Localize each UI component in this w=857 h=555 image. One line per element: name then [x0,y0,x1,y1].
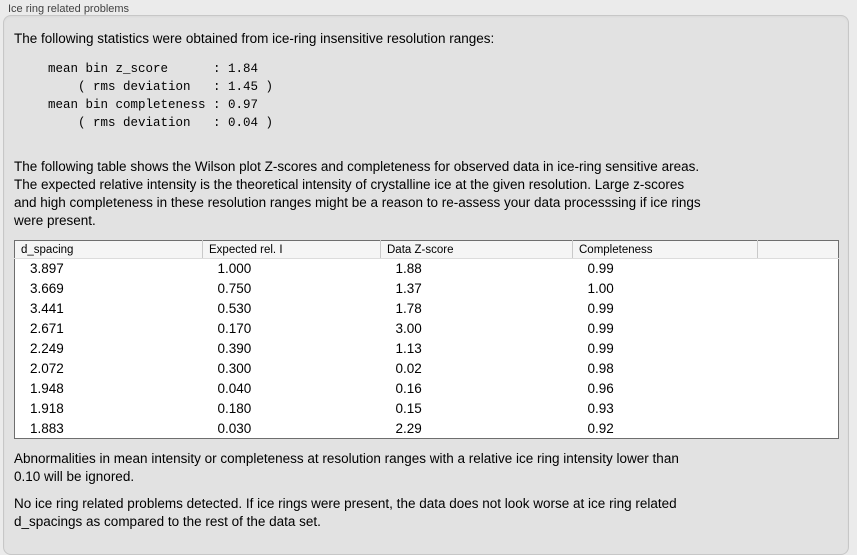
table-row[interactable]: 1.883 0.030 2.29 0.92 [15,419,839,439]
table-cell: 0.530 [217,301,252,316]
table-cell-empty [758,279,839,299]
table-cell-empty [758,359,839,379]
table-cell: 0.96 [587,381,614,396]
table-cell: 2.671 [30,321,64,336]
table-cell: 1.78 [395,301,422,316]
table-cell: 1.883 [30,420,64,436]
ice-ring-table: d_spacing Expected rel. I Data Z-score Comp… [14,240,839,439]
table-row[interactable]: 1.948 0.040 0.16 0.96 [15,379,839,399]
table-cell: 1.918 [30,401,64,416]
table-cell: 0.98 [587,361,614,376]
ice-ring-panel: The following statistics were obtained f… [3,15,849,555]
column-header-expected-rel-i[interactable]: Expected rel. I [202,240,381,259]
statistics-block: mean bin z_score : 1.84 ( rms deviation … [48,62,274,130]
table-cell: 3.441 [30,301,64,316]
table-cell: 0.300 [217,361,252,376]
table-cell: 0.030 [217,420,252,436]
table-cell: 0.15 [395,401,422,416]
table-cell: 2.249 [30,341,64,356]
table-cell-empty [758,319,839,339]
table-cell: 0.92 [587,420,614,436]
conclusion-text: No ice ring related problems detected. I… [14,496,677,529]
table-cell: 1.13 [395,341,422,356]
table-cell: 0.16 [395,381,422,396]
ice-table-header-row: d_spacing Expected rel. I Data Z-score Comp… [14,240,839,259]
column-header-d-spacing[interactable]: d_spacing [14,240,203,259]
table-cell-empty [758,339,839,359]
table-cell: 0.750 [217,281,252,296]
table-row[interactable]: 3.441 0.530 1.78 0.99 [15,299,839,319]
table-cell: 0.99 [587,321,614,336]
table-cell: 0.02 [395,361,422,376]
table-cell: 2.072 [30,361,64,376]
table-row[interactable]: 2.671 0.170 3.00 0.99 [15,319,839,339]
table-cell: 0.99 [587,261,614,277]
table-cell: 0.390 [217,341,252,356]
table-row[interactable]: 3.669 0.750 1.37 1.00 [15,279,839,299]
column-header-data-z-score[interactable]: Data Z-score [380,240,573,259]
table-cell: 2.29 [395,420,422,436]
table-cell: 1.000 [217,261,252,277]
table-cell: 3.00 [395,321,422,336]
table-cell: 0.99 [587,301,614,316]
table-cell: 1.948 [30,381,64,396]
table-cell: 3.669 [30,281,64,296]
table-cell: 3.897 [30,261,64,277]
table-cell: 1.00 [587,281,614,296]
table-cell: 0.180 [217,401,252,416]
table-cell: 1.88 [395,261,422,277]
column-header-completeness[interactable]: Completeness [572,240,758,259]
table-cell-empty [758,299,839,319]
table-cell: 1.37 [395,281,422,296]
table-cell: 0.040 [217,381,252,396]
table-row[interactable]: 2.249 0.390 1.13 0.99 [15,339,839,359]
column-header-empty[interactable] [757,240,839,259]
table-description-text: The following table shows the Wilson plo… [14,159,701,228]
ignore-note-text: Abnormalities in mean intensity or compl… [14,451,679,484]
table-row[interactable]: 1.918 0.180 0.15 0.93 [15,399,839,419]
ice-table-body: 3.897 1.000 1.88 0.99 3.669 0.750 1.37 1.00 3.44… [15,259,839,439]
table-row[interactable]: 3.897 1.000 1.88 0.99 [15,259,839,279]
table-cell: 0.93 [587,401,614,416]
table-cell: 0.170 [217,321,252,336]
table-cell-empty [758,379,839,399]
table-cell: 0.99 [587,341,614,356]
table-cell-empty [758,419,839,439]
table-cell-empty [758,399,839,419]
intro-text: The following statistics were obtained f… [14,31,495,46]
table-row[interactable]: 2.072 0.300 0.02 0.98 [15,359,839,379]
page-title: Ice ring related problems [8,3,130,15]
table-cell-empty [758,259,839,279]
